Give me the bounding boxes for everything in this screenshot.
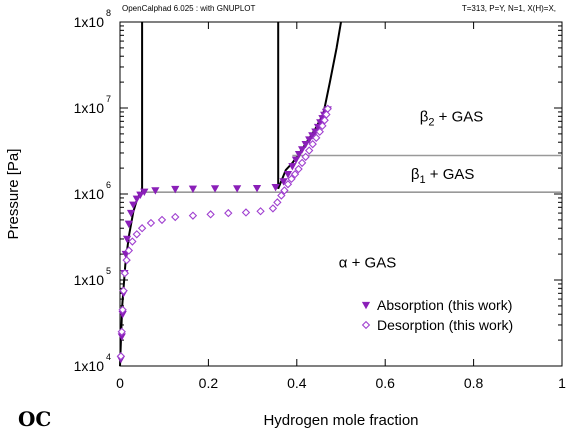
desorption-point xyxy=(277,191,286,200)
x-tick-label: 0 xyxy=(116,375,124,391)
absorption-point xyxy=(233,185,242,193)
desorption-point xyxy=(117,327,126,336)
opencalphad-logo: OC xyxy=(18,407,51,431)
desorption-point xyxy=(256,207,265,216)
desorption-point xyxy=(118,305,127,315)
absorption-point xyxy=(271,184,280,192)
legend: Absorption (this work) Desorption (this w… xyxy=(361,297,513,333)
desorption-point xyxy=(122,256,131,265)
desorption-point xyxy=(116,352,126,361)
desorption-point xyxy=(157,215,167,225)
desorption-point xyxy=(241,208,251,217)
absorption-point xyxy=(210,185,220,193)
absorption-point xyxy=(188,185,198,193)
desorption-point xyxy=(290,170,300,179)
header-program-label: OpenCalphad 6.025 : with GNUPLOT xyxy=(122,4,256,13)
desorption-point xyxy=(171,212,180,222)
desorption-point xyxy=(318,121,327,131)
desorption-point xyxy=(146,218,156,228)
absorption-point xyxy=(140,188,149,197)
desorption-point xyxy=(280,186,289,195)
absorption-point xyxy=(308,132,317,140)
phase-region-label: β1 + GAS xyxy=(411,166,475,186)
desorption-point xyxy=(268,204,278,213)
x-tick-label: 0.4 xyxy=(287,375,307,391)
y-tick-label: 1x10 xyxy=(74,186,105,202)
absorption-point xyxy=(291,156,301,164)
absorption-point xyxy=(124,220,133,229)
desorption-point xyxy=(315,127,324,136)
desorption-point xyxy=(301,152,310,162)
y-tick-exponent: 5 xyxy=(106,266,111,276)
desorption-point xyxy=(132,230,141,239)
desorption-point xyxy=(312,133,321,143)
legend-entry-label: Desorption (this work) xyxy=(377,317,513,333)
data-markers xyxy=(116,104,332,364)
x-tick-label: 1 xyxy=(558,375,566,391)
desorption-point xyxy=(120,269,130,278)
y-tick-exponent: 4 xyxy=(106,352,111,362)
desorption-point xyxy=(206,210,215,219)
absorption-point xyxy=(129,201,138,209)
legend-entry-label: Absorption (this work) xyxy=(377,297,512,313)
y-tick-label: 1x10 xyxy=(74,100,105,116)
desorption-point xyxy=(188,211,198,220)
phase-boundary-lines xyxy=(119,21,562,367)
desorption-point xyxy=(224,208,233,218)
absorption-point xyxy=(294,151,304,159)
absorption-point xyxy=(171,185,180,194)
absorption-point xyxy=(288,163,297,171)
absorption-point xyxy=(132,195,141,203)
desorption-point xyxy=(119,286,128,295)
desorption-point xyxy=(124,246,134,255)
desorption-point xyxy=(273,198,282,207)
absorption-point xyxy=(297,146,307,154)
desorption-point xyxy=(283,180,293,189)
desorption-point xyxy=(322,110,331,119)
desorption-point xyxy=(297,158,307,168)
x-tick-label: 0.2 xyxy=(199,375,219,391)
absorption-point xyxy=(305,136,314,144)
absorption-point xyxy=(136,191,145,199)
phase-boundary-line xyxy=(291,21,342,164)
desorption-point xyxy=(320,116,329,125)
desorption-point xyxy=(137,224,147,233)
phase-region-label: β2 + GAS xyxy=(420,108,484,128)
y-axis-label: Pressure [Pa] xyxy=(5,149,22,240)
absorption-point xyxy=(151,187,160,195)
desorption-point xyxy=(287,174,296,184)
y-tick-exponent: 8 xyxy=(106,8,111,18)
x-axis-label: Hydrogen mole fraction xyxy=(263,412,418,429)
absorption-point xyxy=(283,171,293,179)
plot-frame xyxy=(119,21,563,367)
legend-triangle-marker xyxy=(361,301,371,310)
desorption-point xyxy=(323,104,332,113)
region-labels: β2 + GAS β1 + GAS α + GAS xyxy=(339,108,483,271)
y-tick-label: 1x10 xyxy=(74,272,105,288)
desorption-point xyxy=(308,139,317,149)
header-conditions-label: T=313, P=Y, N=1, X(H)=X, xyxy=(462,4,556,13)
absorption-point xyxy=(126,209,136,218)
legend-diamond-marker xyxy=(361,320,371,330)
absorption-point xyxy=(122,235,132,244)
desorption-point xyxy=(304,146,314,155)
x-tick-label: 0.6 xyxy=(375,375,395,391)
phase-region-label: α + GAS xyxy=(339,254,396,271)
y-tick-exponent: 6 xyxy=(106,180,111,190)
y-tick-label: 1x10 xyxy=(74,14,105,30)
desorption-point xyxy=(294,164,303,174)
absorption-point xyxy=(252,184,262,193)
x-tick-label: 0.8 xyxy=(464,375,484,391)
absorption-point xyxy=(301,140,310,149)
y-tick-exponent: 7 xyxy=(106,94,111,104)
y-tick-label: 1x10 xyxy=(74,358,105,374)
absorption-point xyxy=(279,178,288,186)
desorption-point xyxy=(128,237,137,246)
